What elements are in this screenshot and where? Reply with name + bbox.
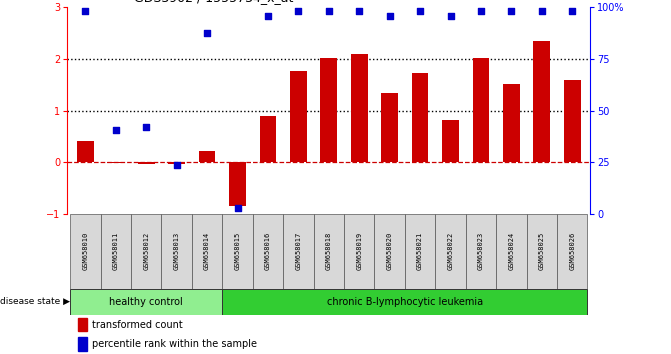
Bar xyxy=(374,214,405,289)
Point xyxy=(445,13,456,19)
Bar xyxy=(168,162,185,164)
Point xyxy=(80,8,91,13)
Bar xyxy=(78,318,87,331)
Text: transformed count: transformed count xyxy=(92,320,183,330)
Point xyxy=(141,124,152,130)
Text: GSM658021: GSM658021 xyxy=(417,232,423,270)
Bar xyxy=(527,214,557,289)
Text: GSM658014: GSM658014 xyxy=(204,232,210,270)
Text: GSM658020: GSM658020 xyxy=(386,232,393,270)
Text: GSM658019: GSM658019 xyxy=(356,232,362,270)
Text: GSM658011: GSM658011 xyxy=(113,232,119,270)
Point xyxy=(262,13,273,19)
Point xyxy=(567,8,578,13)
Bar xyxy=(131,214,162,289)
Text: GSM658013: GSM658013 xyxy=(174,232,180,270)
Bar xyxy=(503,84,520,162)
Text: GSM658024: GSM658024 xyxy=(509,232,515,270)
Text: GSM658025: GSM658025 xyxy=(539,232,545,270)
Bar xyxy=(533,41,550,162)
Bar xyxy=(253,214,283,289)
Point xyxy=(293,8,304,13)
Point xyxy=(111,127,121,133)
Bar xyxy=(70,289,222,315)
Bar xyxy=(313,214,344,289)
Text: GSM658018: GSM658018 xyxy=(326,232,331,270)
Point xyxy=(536,8,547,13)
Bar xyxy=(222,289,587,315)
Bar xyxy=(435,214,466,289)
Text: GSM658026: GSM658026 xyxy=(569,232,575,270)
Text: healthy control: healthy control xyxy=(109,297,183,307)
Point xyxy=(384,13,395,19)
Text: chronic B-lymphocytic leukemia: chronic B-lymphocytic leukemia xyxy=(327,297,483,307)
Bar xyxy=(290,71,307,162)
Bar xyxy=(351,54,368,162)
Bar xyxy=(101,214,131,289)
Bar xyxy=(442,120,459,162)
Bar xyxy=(496,214,527,289)
Text: GSM658012: GSM658012 xyxy=(143,232,149,270)
Bar xyxy=(162,214,192,289)
Bar xyxy=(472,58,489,162)
Bar xyxy=(78,337,87,351)
Bar xyxy=(229,162,246,206)
Text: GSM658016: GSM658016 xyxy=(265,232,271,270)
Text: percentile rank within the sample: percentile rank within the sample xyxy=(92,339,257,349)
Bar xyxy=(405,214,435,289)
Point xyxy=(171,162,182,168)
Bar xyxy=(283,214,313,289)
Point xyxy=(323,8,334,13)
Bar xyxy=(138,162,154,165)
Bar xyxy=(199,151,215,162)
Text: GSM658015: GSM658015 xyxy=(234,232,240,270)
Text: GSM658017: GSM658017 xyxy=(295,232,301,270)
Text: GSM658010: GSM658010 xyxy=(83,232,89,270)
Text: GDS3902 / 1555734_x_at: GDS3902 / 1555734_x_at xyxy=(134,0,294,4)
Bar xyxy=(557,214,587,289)
Bar xyxy=(564,80,580,162)
Bar xyxy=(77,141,94,162)
Bar xyxy=(222,214,253,289)
Bar xyxy=(412,73,429,162)
Text: GSM658023: GSM658023 xyxy=(478,232,484,270)
Point xyxy=(476,8,486,13)
Text: GSM658022: GSM658022 xyxy=(448,232,454,270)
Point xyxy=(506,8,517,13)
Point xyxy=(232,205,243,211)
Bar xyxy=(321,58,337,162)
Bar xyxy=(260,116,276,162)
Bar xyxy=(107,162,124,164)
Bar xyxy=(466,214,496,289)
Bar xyxy=(70,214,101,289)
Point xyxy=(354,8,364,13)
Bar xyxy=(192,214,222,289)
Bar xyxy=(381,92,398,162)
Point xyxy=(202,30,213,36)
Text: disease state ▶: disease state ▶ xyxy=(0,297,70,306)
Bar xyxy=(344,214,374,289)
Point xyxy=(415,8,425,13)
